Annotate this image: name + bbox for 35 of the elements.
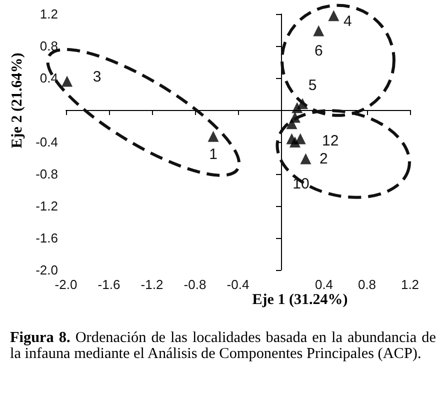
point [286,133,298,144]
x-axis-title: Eje 1 (31.24%) [251,292,349,309]
annotation: 1 [209,146,218,163]
y-tick-label: -2.0 [36,262,58,278]
y-tick-label: 0.8 [40,38,58,54]
x-tick-label: 0.8 [358,277,376,292]
point [208,130,219,142]
point [292,102,303,114]
point [328,10,340,22]
y-tick-label: 1.2 [40,6,58,22]
point [313,25,324,36]
point [286,118,298,130]
annotation: 4 [344,13,352,30]
y-tick-label: 0.4 [40,70,58,86]
annotation: 5 [308,77,317,94]
y-axis-title: Eje 2 (21.64%) [10,52,26,150]
y-tick-label: -0.4 [36,134,58,150]
y-tick-label: -1.2 [36,198,58,214]
annotation: 12 [322,132,339,150]
annotation: 6 [314,42,323,60]
y-tick-label: -0.8 [36,166,58,182]
x-tick-label: 0.4 [314,277,334,292]
x-tick-label: -0.4 [226,277,250,292]
point [300,153,312,164]
text: Figura 8. Ordenación de las localidades basada en la abundancia de la infauna mediante el Análisis de Componentes Principales (ACP). [10,329,436,362]
x-tick-label: -2.0 [54,277,78,292]
x-tick-label: 1.2 [400,277,420,292]
x-tick-label: -1.6 [98,277,120,292]
annotation: 3 [92,68,102,86]
x-tick-label: -1.2 [140,277,164,292]
annotation: 2 [320,150,328,168]
point [294,133,306,144]
point [62,76,73,87]
y-tick-label: -1.6 [36,230,58,246]
x-tick-label: -0.8 [184,277,206,292]
